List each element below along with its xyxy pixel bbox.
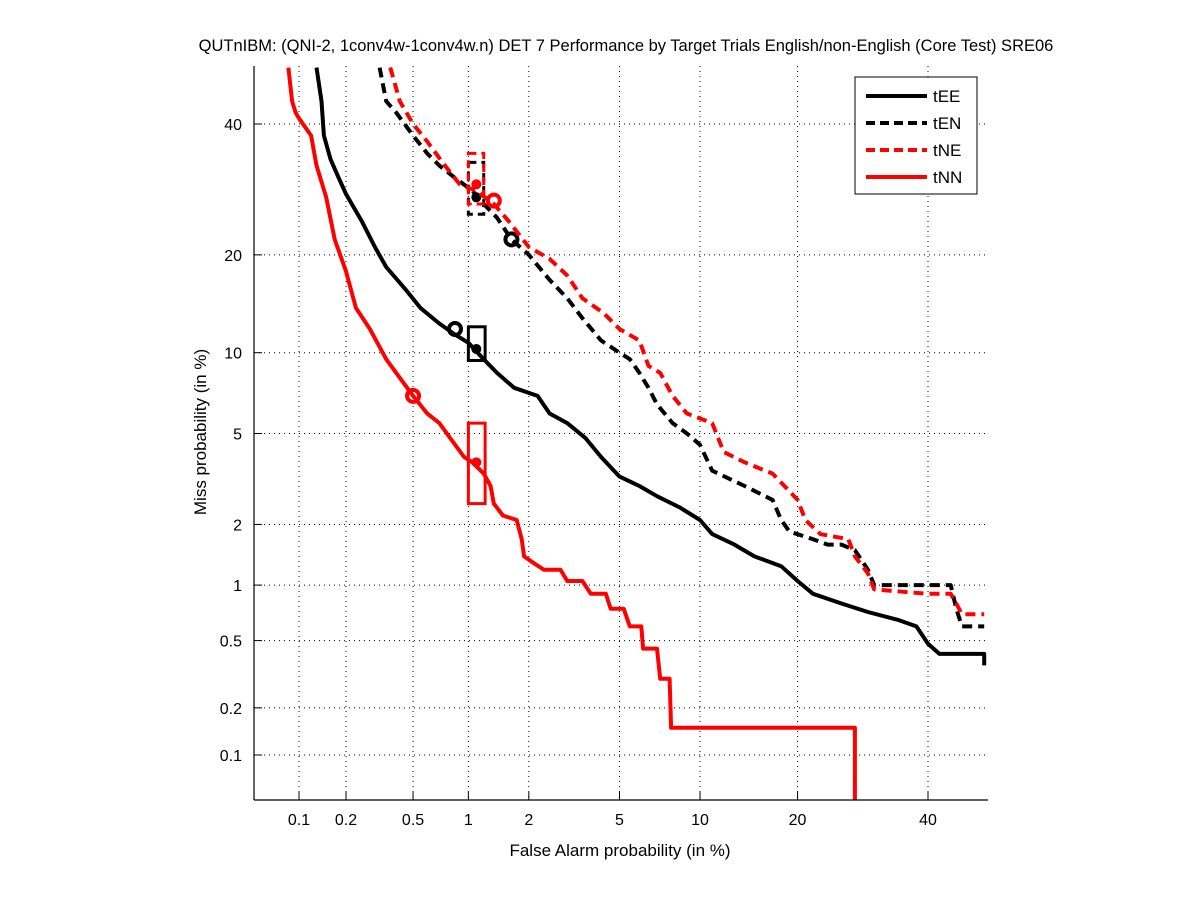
act-dcf-point-tee <box>471 343 482 354</box>
legend: tEE tEN tNE tNN <box>854 76 978 195</box>
x-tick-label: 1 <box>464 812 473 829</box>
x-tick-label: 5 <box>615 812 624 829</box>
legend-label-tee: tEE <box>933 87 960 106</box>
x-tick-label: 0.1 <box>288 812 310 829</box>
det-curve-tnn <box>286 67 857 800</box>
legend-label-tnn: tNN <box>933 168 962 187</box>
det-curve-ten <box>377 67 985 629</box>
det-curve-tee <box>314 67 987 666</box>
series-tee <box>314 67 987 666</box>
series-tne <box>388 67 985 617</box>
y-tick-label: 0.5 <box>220 634 242 651</box>
y-tick-label: 20 <box>224 248 242 265</box>
y-tick-label: 0.1 <box>220 748 242 765</box>
min-dcf-point-tee <box>446 320 463 337</box>
act-dcf-point-ten <box>471 192 482 203</box>
det-curves <box>286 67 987 800</box>
y-tick-label: 2 <box>233 517 242 534</box>
x-tick-label: 0.2 <box>335 812 357 829</box>
x-tick-label: 0.5 <box>402 812 424 829</box>
y-tick-label: 5 <box>233 427 242 444</box>
y-axis-label: Miss probability (in %) <box>191 349 210 515</box>
act-dcf-point-tnn <box>471 457 482 468</box>
x-tick-label: 2 <box>524 812 533 829</box>
series-tnn <box>286 67 857 800</box>
y-tick-label: 40 <box>224 117 242 134</box>
chart-title: QUTnIBM: (QNI-2, 1conv4w-1conv4w.n) DET … <box>199 37 1054 55</box>
x-axis-label: False Alarm probability (in %) <box>509 841 730 860</box>
y-axis-ticks: 0.1 0.2 0.5 1 2 5 10 20 40 <box>220 117 262 765</box>
act-dcf-box-tnn <box>466 421 487 506</box>
min-dcf-point-tne <box>485 192 502 209</box>
min-dcf-point-tnn <box>405 387 422 404</box>
x-tick-label: 10 <box>691 812 709 829</box>
legend-label-tne: tNE <box>933 141 961 160</box>
act-dcf-box-tee <box>466 325 487 362</box>
axes <box>253 66 988 801</box>
x-axis-ticks: 0.1 0.2 0.5 1 2 5 10 20 40 <box>288 792 937 829</box>
x-tick-label: 20 <box>789 812 807 829</box>
min-dcf-point-ten <box>503 231 520 248</box>
y-tick-label: 1 <box>233 578 242 595</box>
y-tick-label: 0.2 <box>220 701 242 718</box>
act-dcf-point-tne <box>471 179 482 190</box>
legend-label-ten: tEN <box>933 114 961 133</box>
y-tick-label: 10 <box>224 346 242 363</box>
act-dcf-box-tne <box>466 151 486 206</box>
x-tick-label: 40 <box>919 812 937 829</box>
det-curve-tne <box>388 67 985 617</box>
